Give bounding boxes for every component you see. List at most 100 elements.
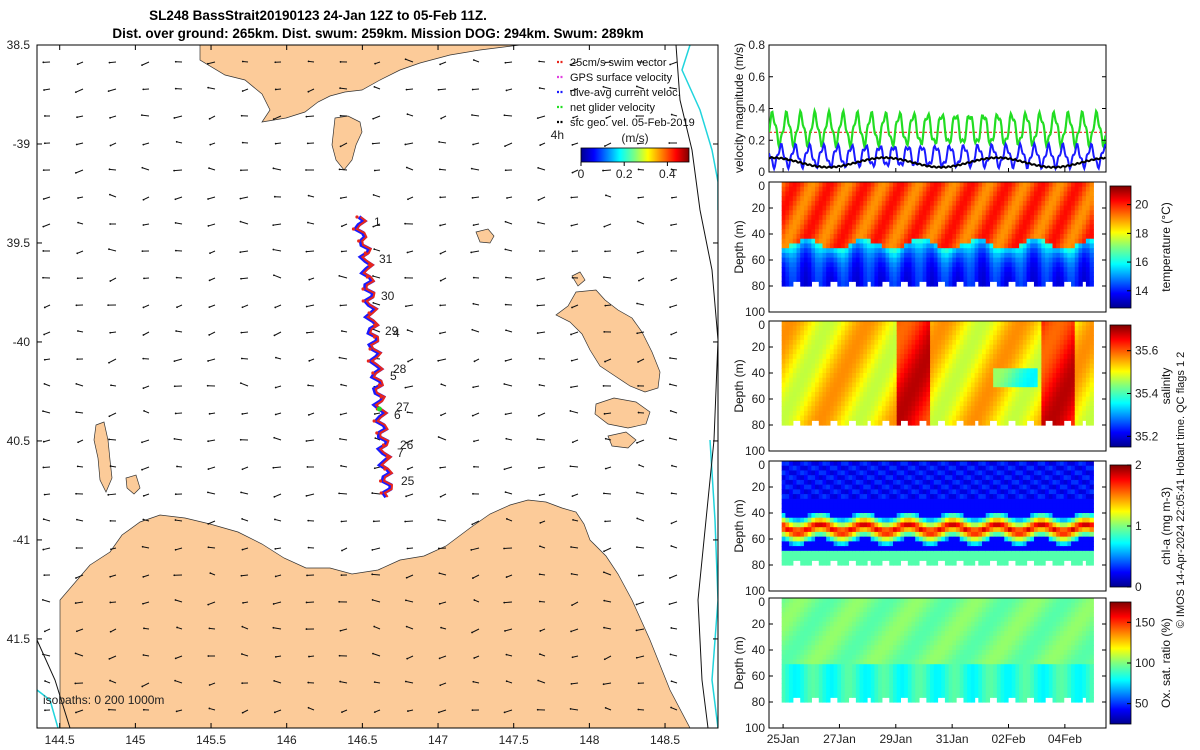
field-arrow-head [571, 171, 574, 174]
section-cell [859, 229, 864, 235]
section-cell [833, 248, 838, 254]
section-cell [1000, 415, 1005, 421]
section-cell [1004, 257, 1009, 263]
section-cell [815, 205, 820, 211]
section-cell [881, 373, 887, 379]
section-cell [948, 262, 953, 268]
section-cell [956, 200, 961, 207]
section-cell [863, 410, 868, 417]
section-cell [867, 191, 872, 197]
section-cell [889, 387, 894, 393]
field-arrow-head [405, 88, 408, 91]
section-cell [1026, 229, 1031, 235]
section-cell [1059, 410, 1065, 417]
section-cell [792, 555, 798, 561]
section-cell [1059, 276, 1065, 282]
section-cell [937, 252, 942, 259]
field-arrow-head [43, 493, 46, 496]
section-cell [885, 257, 890, 263]
section-cell [911, 358, 916, 365]
field-arrow [43, 88, 51, 91]
section-cell [1037, 415, 1042, 421]
section-cell [881, 229, 887, 235]
section-cell [1052, 335, 1057, 341]
section-cell [796, 262, 801, 268]
section-cell [1041, 401, 1046, 407]
section-cell [1048, 396, 1054, 402]
section-cell [1071, 325, 1076, 332]
section-cell [1078, 330, 1083, 336]
section-cell [818, 276, 824, 282]
section-cell [1015, 415, 1020, 421]
section-cell [915, 406, 920, 412]
section-cell [930, 420, 935, 426]
field-arrow-head [637, 61, 639, 63]
section-cell [789, 354, 794, 360]
section-cell [1078, 344, 1083, 350]
field-arrow-head [638, 464, 641, 466]
section-cell [803, 224, 809, 230]
field-arrow-head [472, 386, 475, 389]
section-cell [1082, 276, 1087, 282]
section-cell [970, 321, 976, 327]
section-cell [800, 541, 805, 547]
section-cell [896, 415, 901, 421]
field-arrow-head [538, 600, 541, 603]
section-cell [1026, 368, 1031, 374]
field-arrow-head [307, 681, 310, 684]
section-cell [841, 276, 846, 282]
section-cell [811, 234, 816, 240]
section-cell [870, 210, 876, 216]
field-arrow-head [339, 413, 342, 416]
track-dot [361, 299, 365, 303]
section-cell [892, 262, 898, 268]
section-cell [1089, 238, 1094, 245]
isobath-1000-ne [681, 45, 718, 728]
section-cell [1089, 257, 1094, 263]
field-arrow-head [206, 384, 209, 387]
section-cell [1085, 252, 1091, 259]
section-cell [959, 252, 965, 259]
section-cell [978, 382, 983, 388]
section-cell [956, 252, 961, 259]
field-arrow [240, 491, 249, 495]
section-cell [926, 219, 931, 226]
section-cell [1011, 219, 1017, 226]
section-cell [937, 215, 942, 221]
section-cell [915, 354, 920, 360]
section-cell [878, 215, 883, 221]
field-arrow-head [404, 599, 407, 602]
section-cell [982, 377, 987, 384]
field-arrow [44, 304, 51, 308]
section-cell [874, 238, 879, 245]
section-cell [922, 415, 927, 421]
section-cell [1067, 191, 1072, 197]
section-cell [915, 358, 920, 365]
field-arrow-head [142, 708, 145, 711]
section-cell [989, 276, 994, 282]
section-cell [1067, 243, 1072, 249]
section-cell [907, 344, 913, 350]
section-cell [874, 325, 879, 332]
field-arrow-head [636, 332, 639, 335]
section-cell [807, 415, 812, 421]
field-arrow-head [668, 437, 671, 440]
section-cell [863, 377, 868, 384]
section-cell [885, 271, 890, 278]
field-arrow-head [471, 114, 473, 116]
section-cell [952, 377, 957, 384]
section-cell [781, 503, 786, 509]
section-cell [863, 325, 868, 332]
section-cell [996, 368, 1002, 374]
section-cell [870, 191, 876, 197]
section-cell [1045, 243, 1050, 249]
section-cell [993, 344, 998, 350]
section-cell [833, 406, 838, 412]
section-cell [885, 330, 890, 336]
field-arrow-head [570, 333, 572, 336]
section-cell [967, 335, 972, 341]
section-cell [1085, 363, 1091, 369]
section-cell [1007, 354, 1013, 360]
section-cell [1089, 191, 1094, 197]
section-cell [892, 182, 898, 188]
